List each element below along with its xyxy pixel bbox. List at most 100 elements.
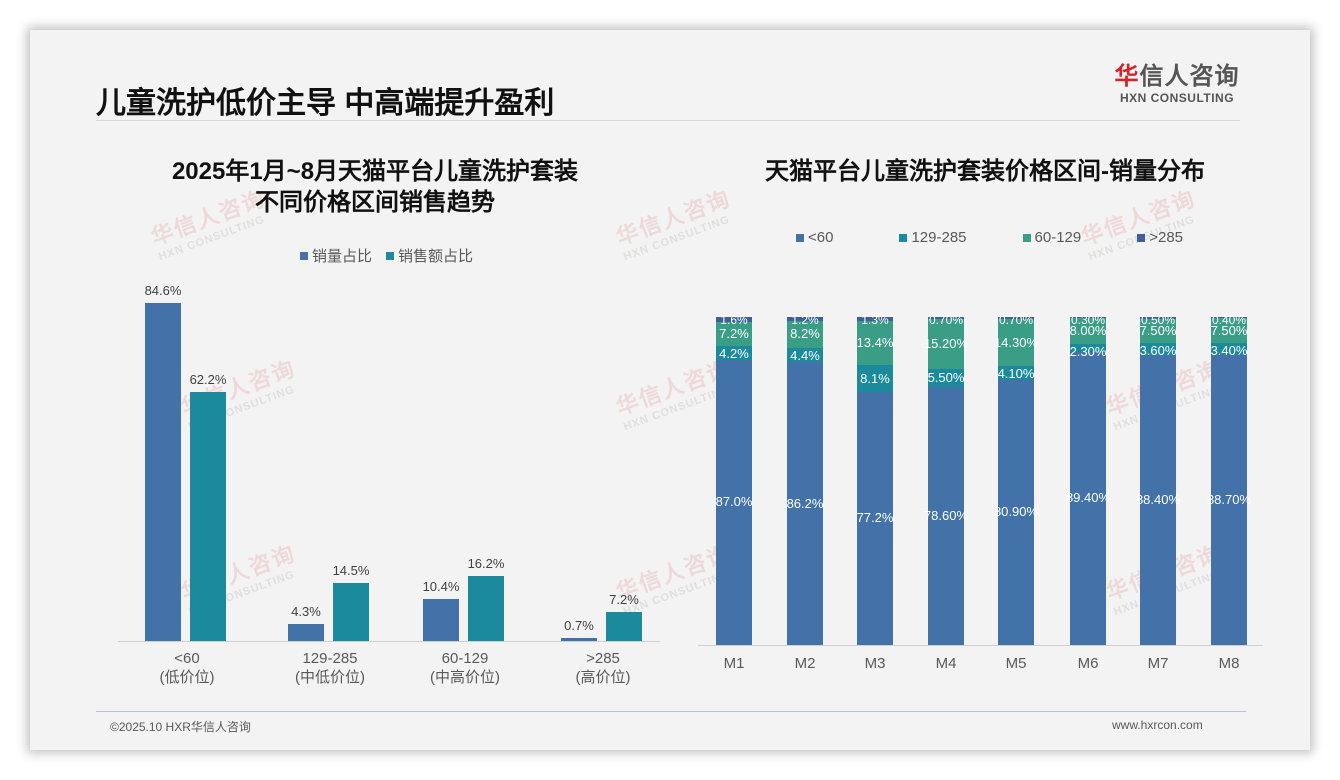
segment-129-285: 3.60% [1140,343,1176,358]
legend-label: <60 [808,229,834,246]
segment-value-label: 86.2% [786,495,824,511]
segment-129-285: 8.1% [857,365,893,392]
legend-label: 销售额占比 [398,248,474,265]
stacked-bar: 87.0% 4.2% 7.2% 1.6% [716,313,752,645]
segment-value-label: 8.00% [1069,323,1107,339]
segment-lt60: 80.90% [994,379,1038,645]
segment-value-label: 8.1% [860,370,890,386]
segment-60-129: 14.30% [994,319,1038,367]
segment-gt285: 0.70% [928,313,964,327]
legend-swatch [1022,233,1031,242]
segment-lt60: 87.0% [716,359,752,645]
segment-129-285: 4.10% [998,366,1034,381]
x-axis-category-label: >285 (高价位) [543,649,663,687]
segment-129-285: 5.50% [928,369,964,388]
segment-value-label: 88.70% [1206,491,1252,507]
segment-value-label: 87.0% [715,494,753,510]
x-axis-month-label: M1 [723,655,745,672]
legend-swatch [1137,233,1146,242]
bar-value-label: 7.2% [609,592,639,608]
footer-divider [96,711,1246,712]
bar-value-label: 4.3% [291,603,321,619]
bar-value-label: 14.5% [332,563,370,578]
x-axis-month-label: M4 [935,655,957,672]
stacked-bar: 78.60% 5.50% 15.20% 0.70% [924,313,968,645]
segment-value-label: 88.40% [1135,492,1181,508]
segment-value-label: 14.30% [993,334,1039,350]
segment-value-label: 7.50% [1139,322,1177,338]
page-title: 儿童洗护低价主导 中高端提升盈利 [96,87,555,120]
segment-value-label: 77.2% [856,510,894,526]
segment-lt60: 86.2% [787,362,823,645]
segment-gt285: 0.50% [1140,313,1176,327]
legend-label: 销量占比 [312,248,373,265]
left-chart-legend: 销量占比 销售额占比 [300,245,473,266]
legend-item-60-129: 60-129 [1022,229,1082,246]
footer-website: www.hxrcon.com [1112,718,1203,732]
segment-129-285: 3.40% [1211,342,1247,358]
x-axis-category-label: 60-129 (中高价位) [405,649,525,687]
x-axis-month-label: M2 [794,655,816,672]
segment-60-129: 8.2% [787,320,823,348]
segment-60-129: 7.50% [1140,318,1176,344]
left-chart-title: 2025年1月~8月天猫平台儿童洗护套装 不同价格区间销售趋势 [120,156,630,218]
logo: 华信人咨询 HXN CONSULTING [1112,63,1242,105]
segment-lt60: 77.2% [857,391,893,645]
segment-value-label: 2.30% [1069,344,1107,360]
legend-item-volume: 销量占比 [300,245,372,266]
x-axis-month-label: M6 [1077,655,1099,672]
left-chart-title-line2: 不同价格区间销售趋势 [255,189,495,216]
volume-bar [288,623,324,641]
right-chart-title: 天猫平台儿童洗护套装价格区间-销量分布 [765,158,1205,185]
category-range: 129-285 [302,650,358,667]
segment-gt285: 0.70% [998,313,1034,327]
left-chart-x-axis [118,641,660,642]
volume-bar [561,638,597,641]
legend-item-lt60: <60 [796,229,833,246]
stacked-bar: 77.2% 8.1% 13.4% 1.3% [857,313,893,645]
sales-bar [468,576,504,641]
segment-gt285: 1.3% [857,313,893,327]
stacked-bar: 80.90% 4.10% 14.30% 0.70% [994,313,1038,645]
segment-60-129: 7.2% [716,322,752,346]
segment-60-129: 7.50% [1211,318,1247,343]
segment-lt60: 88.70% [1207,354,1251,645]
segment-value-label: 13.4% [856,335,894,351]
segment-gt285: 1.2% [787,313,823,327]
segment-value-label: 5.50% [927,370,965,386]
slide: 儿童洗护低价主导 中高端提升盈利 华信人咨询 HXN CONSULTING 华信… [30,30,1310,750]
segment-value-label: 0.40% [1211,313,1247,328]
bar-value-label: 84.6% [144,282,182,298]
segment-lt60: 88.40% [1136,355,1180,645]
legend-label: 60-129 [1034,229,1082,246]
category-range: <60 [174,650,200,667]
left-chart-title-line1: 2025年1月~8月天猫平台儿童洗护套装 [171,158,579,185]
segment-value-label: 3.40% [1210,342,1248,358]
x-axis-month-label: M8 [1218,655,1240,672]
segment-value-label: 80.90% [993,504,1039,520]
legend-item-129-285: 129-285 [899,229,967,246]
category-tier: (低价位) [159,669,215,686]
legend-swatch [899,233,908,242]
segment-value-label: 1.6% [720,313,748,328]
segment-lt60: 89.40% [1066,351,1110,645]
legend-label: 129-285 [911,229,967,246]
segment-gt285: 0.30% [1070,313,1106,327]
category-range: >285 [586,650,620,667]
segment-value-label: 3.60% [1139,343,1177,359]
legend-swatch [300,251,308,260]
x-axis-month-label: M7 [1147,655,1169,672]
sales-bar [606,612,642,641]
stacked-bar: 88.40% 3.60% 7.50% 0.50% [1136,313,1180,645]
segment-60-129: 8.00% [1070,318,1106,345]
right-chart-x-axis [698,645,1263,646]
sales-bar [333,583,369,641]
category-tier: (高价位) [575,669,631,686]
segment-value-label: 4.10% [997,366,1035,382]
segment-value-label: 0.50% [1140,313,1176,328]
stacked-bar: 89.40% 2.30% 8.00% 0.30% [1066,313,1110,645]
x-axis-category-label: <60 (低价位) [127,649,247,687]
legend-swatch [796,233,804,242]
